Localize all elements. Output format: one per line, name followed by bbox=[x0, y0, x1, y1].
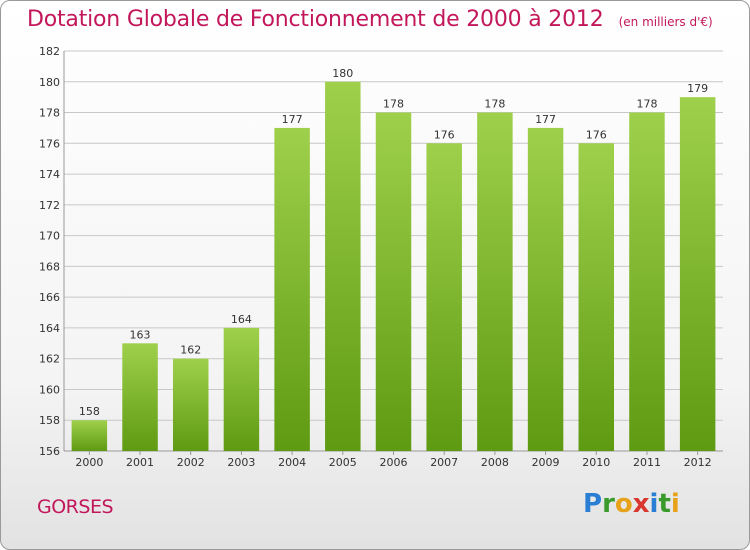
bar-2002 bbox=[172, 358, 209, 451]
x-tick-label: 2004 bbox=[278, 456, 306, 469]
data-label: 178 bbox=[383, 98, 404, 111]
y-tick-label: 170 bbox=[39, 230, 60, 243]
x-tick-label: 2011 bbox=[633, 456, 661, 469]
data-label: 176 bbox=[586, 128, 607, 141]
bar-2009 bbox=[527, 127, 564, 451]
logo-letter: t bbox=[658, 489, 671, 519]
y-tick-label: 178 bbox=[39, 107, 60, 120]
x-tick-label: 2003 bbox=[227, 456, 255, 469]
logo-letter: x bbox=[632, 489, 650, 519]
y-tick-label: 158 bbox=[39, 414, 60, 427]
y-tick-label: 160 bbox=[39, 383, 60, 396]
bar-2006 bbox=[375, 112, 412, 452]
data-label: 178 bbox=[484, 98, 505, 111]
bar-2011 bbox=[629, 112, 665, 452]
commune-name: GORSES bbox=[37, 496, 114, 518]
x-tick-label: 2010 bbox=[582, 456, 610, 469]
data-label: 158 bbox=[79, 405, 100, 418]
y-tick-label: 156 bbox=[39, 445, 60, 458]
logo-letter: P bbox=[583, 489, 603, 519]
y-tick-label: 172 bbox=[39, 199, 60, 212]
y-tick-label: 174 bbox=[39, 168, 60, 181]
bar-2000 bbox=[71, 420, 108, 451]
x-tick-label: 2001 bbox=[126, 456, 154, 469]
bar-2003 bbox=[223, 327, 260, 451]
data-label: 177 bbox=[282, 113, 303, 126]
data-label: 164 bbox=[231, 313, 252, 326]
bar-2001 bbox=[122, 343, 158, 451]
y-tick-label: 180 bbox=[39, 76, 60, 89]
y-tick-label: 182 bbox=[39, 45, 60, 58]
data-label: 162 bbox=[180, 344, 201, 357]
bar-2010 bbox=[578, 143, 615, 452]
bar-2008 bbox=[477, 112, 513, 452]
y-tick-label: 162 bbox=[39, 353, 60, 366]
chart-subtitle: (en milliers d'€) bbox=[618, 15, 713, 29]
x-tick-label: 2012 bbox=[684, 456, 712, 469]
data-label: 178 bbox=[636, 98, 657, 111]
logo-letter: i bbox=[670, 489, 680, 519]
x-tick-label: 2009 bbox=[532, 456, 560, 469]
data-label: 163 bbox=[130, 328, 151, 341]
logo-letter: i bbox=[649, 489, 659, 519]
y-tick-label: 168 bbox=[39, 260, 60, 273]
bar-2004 bbox=[274, 127, 310, 451]
data-label: 177 bbox=[535, 113, 556, 126]
data-label: 176 bbox=[434, 128, 455, 141]
y-tick-label: 176 bbox=[39, 137, 60, 150]
x-tick-label: 2000 bbox=[75, 456, 103, 469]
labels: 156 158 160 162 164 166 168 170 172 174 176 178 180 1… bbox=[39, 45, 712, 469]
title-row: Dotation Globale de Fonctionnement de 20… bbox=[27, 7, 713, 32]
bar-2012 bbox=[679, 97, 716, 452]
x-tick-label: 2002 bbox=[177, 456, 205, 469]
y-tick-label: 164 bbox=[39, 322, 60, 335]
x-tick-label: 2005 bbox=[329, 456, 357, 469]
logo-letter: o bbox=[614, 489, 633, 519]
chart-title: Dotation Globale de Fonctionnement de 20… bbox=[27, 7, 604, 32]
x-tick-label: 2008 bbox=[481, 456, 509, 469]
bar-2007 bbox=[426, 143, 462, 452]
y-tick-label: 166 bbox=[39, 291, 60, 304]
x-tick-label: 2007 bbox=[430, 456, 458, 469]
logo-letter: r bbox=[602, 489, 615, 519]
bars bbox=[71, 81, 716, 452]
data-label: 179 bbox=[687, 82, 708, 95]
bar-2005 bbox=[325, 81, 361, 452]
proxiti-logo: Proxiti bbox=[583, 489, 680, 519]
x-tick-label: 2006 bbox=[380, 456, 408, 469]
data-label: 180 bbox=[332, 67, 353, 80]
